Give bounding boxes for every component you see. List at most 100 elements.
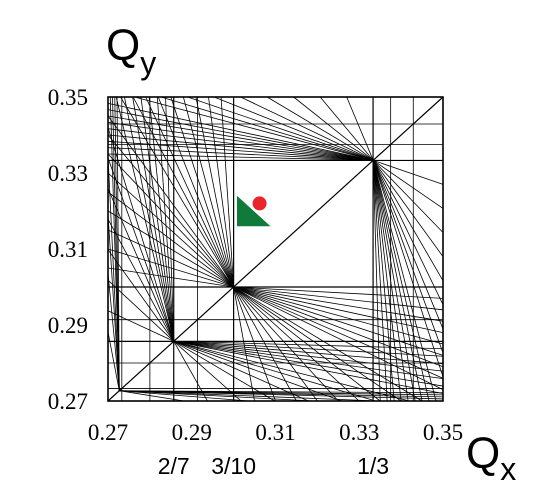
x-tick-label: 0.33 (339, 420, 379, 445)
resonance-line (116, 96, 120, 391)
resonance-line (372, 160, 402, 402)
resonance-line (132, 96, 234, 288)
resonance-line (119, 390, 379, 402)
resonance-line (107, 273, 120, 391)
resonance-line (372, 160, 444, 281)
resonance-line (213, 96, 374, 161)
y-tick-label: 0.31 (48, 237, 88, 262)
resonance-line (372, 160, 444, 329)
resonance-line (120, 96, 234, 288)
resonance-line (124, 96, 175, 342)
resonance-line (372, 160, 444, 233)
x-tick-label: 0.35 (423, 420, 463, 445)
resonance-line (107, 134, 234, 288)
resonance-label: 2/7 (158, 453, 190, 479)
resonance-line (233, 286, 444, 379)
resonance-line (173, 340, 444, 357)
x-tick-labels: 0.27 0.29 0.31 0.33 0.35 (88, 420, 463, 445)
resonance-line (107, 331, 120, 391)
resonance-line (233, 286, 444, 345)
resonance-line (233, 286, 444, 322)
resonance-line (173, 340, 410, 402)
plot-frame (107, 96, 444, 402)
x-tick-label: 0.27 (88, 420, 128, 445)
resonance-line (107, 214, 120, 391)
resonance-line (107, 134, 374, 161)
resonance-line (107, 249, 175, 342)
y-tick-label: 0.35 (48, 85, 88, 110)
resonance-line (119, 390, 444, 400)
resonance-line (233, 286, 444, 356)
resonance-line (233, 286, 360, 402)
resonance-line (107, 172, 234, 288)
resonance-line (119, 390, 185, 402)
resonance-line (170, 96, 235, 288)
resonance-line (372, 160, 430, 402)
resonance-line (173, 340, 376, 402)
resonance-line (107, 188, 175, 342)
resonance-line (107, 155, 120, 391)
resonance-line (173, 340, 444, 380)
resonance-line (107, 153, 374, 161)
working-point-triangle (236, 195, 271, 227)
resonance-line (220, 96, 235, 288)
y-tick-labels: 0.35 0.33 0.31 0.29 0.27 (48, 85, 88, 414)
y-tick-label: 0.27 (48, 389, 88, 414)
resonance-line (107, 191, 234, 288)
resonance-line (233, 286, 381, 402)
resonance-line (160, 96, 374, 161)
working-point-dot (252, 196, 267, 211)
x-axis-title: Qx (466, 429, 516, 487)
resonance-line (293, 96, 374, 161)
resonance-line (208, 96, 235, 288)
resonance-line (372, 160, 437, 402)
resonance-line (145, 96, 234, 288)
resonance-line (233, 286, 444, 311)
resonance-line (372, 160, 395, 402)
resonance-line (107, 102, 374, 161)
resonance-line (119, 390, 314, 402)
resonance-line (107, 140, 374, 161)
resonance-line (266, 96, 374, 161)
resonance-line (240, 96, 374, 161)
resonance-line (173, 340, 444, 394)
resonance-line (173, 340, 444, 350)
resonance-line (157, 96, 234, 288)
resonance-line (195, 96, 235, 288)
working-point-markers (236, 195, 271, 227)
resonance-lines (107, 96, 444, 402)
resonance-line (319, 96, 374, 161)
resonance-line (233, 286, 423, 402)
resonance-line (173, 340, 343, 402)
resonance-line (107, 115, 234, 288)
resonance-line (173, 340, 444, 387)
resonance-line (372, 160, 444, 354)
resonance-line (173, 340, 275, 402)
y-axis-title: Qy (106, 21, 156, 81)
resonance-line (107, 153, 234, 288)
resonance-line (107, 248, 234, 288)
resonance-line (372, 160, 444, 209)
resonance-line (107, 267, 234, 288)
resonance-label: 3/10 (211, 453, 256, 479)
resonance-line (233, 286, 444, 368)
resonance-line (132, 96, 175, 342)
resonance-line (107, 115, 374, 161)
resonance-line (346, 96, 374, 161)
resonance-line (233, 286, 255, 402)
x-tick-label: 0.31 (255, 420, 295, 445)
resonance-line (148, 96, 175, 342)
resonance-line-diagonal (107, 96, 444, 402)
resonance-line (187, 96, 374, 161)
resonance-line (233, 286, 444, 390)
resonance-line (173, 340, 444, 372)
resonance-label: 1/3 (357, 453, 389, 479)
resonance-line (119, 390, 249, 402)
resonance-line (233, 286, 276, 402)
resonance-line (233, 286, 444, 299)
resonance-line (182, 96, 235, 288)
resonance-line (372, 160, 381, 402)
resonance-line (156, 96, 175, 342)
resonance-line (372, 160, 444, 257)
